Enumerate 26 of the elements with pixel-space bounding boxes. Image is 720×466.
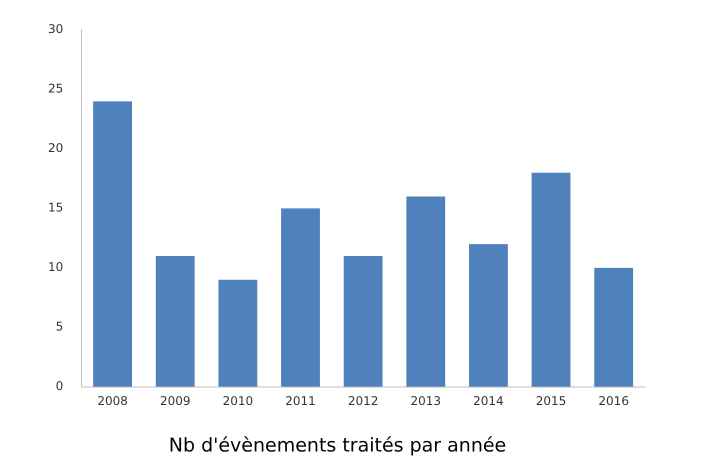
bar	[218, 280, 258, 387]
x-tick-label: 2015	[536, 394, 566, 408]
bar	[281, 208, 320, 387]
y-tick-label: 5	[56, 319, 64, 334]
x-tick-label: 2012	[348, 394, 378, 408]
bar	[468, 244, 508, 387]
y-tick-label: 25	[48, 82, 64, 96]
x-tick-label: 2014	[473, 394, 504, 408]
x-tick-label: 2008	[97, 394, 128, 408]
x-tick-label: 2013	[410, 394, 442, 408]
bar	[594, 268, 634, 387]
x-tick-label: 2009	[160, 394, 190, 408]
y-tick-label: 10	[48, 260, 64, 274]
bar	[532, 172, 570, 387]
x-tick-label: 2010	[222, 394, 254, 408]
x-tick-label: 2016	[598, 394, 629, 408]
text: Nb d'évènements traités par année	[168, 434, 506, 457]
y-tick-label: 30	[48, 22, 64, 36]
y-tick-label: 15	[48, 200, 64, 215]
x-tick-label: 2011	[285, 394, 316, 408]
bar	[156, 256, 195, 387]
bar	[344, 256, 383, 387]
bar	[93, 101, 132, 387]
bar	[406, 196, 446, 387]
y-tick-label: 20	[48, 141, 64, 156]
y-tick-label: 0	[56, 378, 64, 393]
